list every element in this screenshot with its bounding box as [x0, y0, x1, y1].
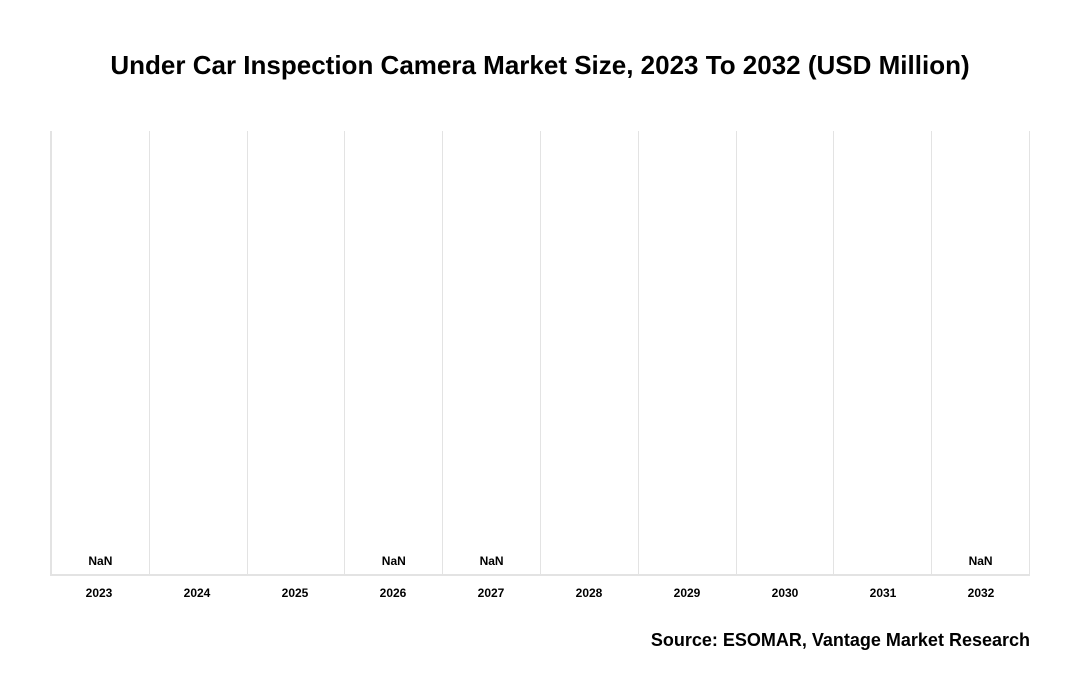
x-axis-tick: 2025 [246, 576, 344, 600]
bar-slot [737, 131, 835, 574]
x-axis-tick: 2028 [540, 576, 638, 600]
x-axis-tick: 2031 [834, 576, 932, 600]
x-axis-tick: 2032 [932, 576, 1030, 600]
x-axis-tick: 2024 [148, 576, 246, 600]
x-axis-tick: 2026 [344, 576, 442, 600]
bar-slot: NaN [52, 131, 150, 574]
market-size-chart: Under Car Inspection Camera Market Size,… [50, 50, 1030, 651]
bar-slot [541, 131, 639, 574]
bar-slot [639, 131, 737, 574]
chart-title: Under Car Inspection Camera Market Size,… [50, 50, 1030, 81]
bar-value-label: NaN [382, 554, 406, 568]
x-axis-tick: 2030 [736, 576, 834, 600]
x-axis-tick: 2027 [442, 576, 540, 600]
bar-slot [834, 131, 932, 574]
x-axis: 2023 2024 2025 2026 2027 2028 2029 2030 … [50, 576, 1030, 600]
x-axis-tick: 2029 [638, 576, 736, 600]
bar-slot [150, 131, 248, 574]
bar-slot: NaN [932, 131, 1030, 574]
x-axis-tick: 2023 [50, 576, 148, 600]
bar-value-label: NaN [480, 554, 504, 568]
bar-value-label: NaN [88, 554, 112, 568]
plot-area: NaN NaN NaN NaN [50, 131, 1030, 576]
bar-slot [248, 131, 346, 574]
bar-slot: NaN [443, 131, 541, 574]
bar-value-label: NaN [969, 554, 993, 568]
source-attribution: Source: ESOMAR, Vantage Market Research [50, 630, 1030, 651]
bar-slot: NaN [345, 131, 443, 574]
